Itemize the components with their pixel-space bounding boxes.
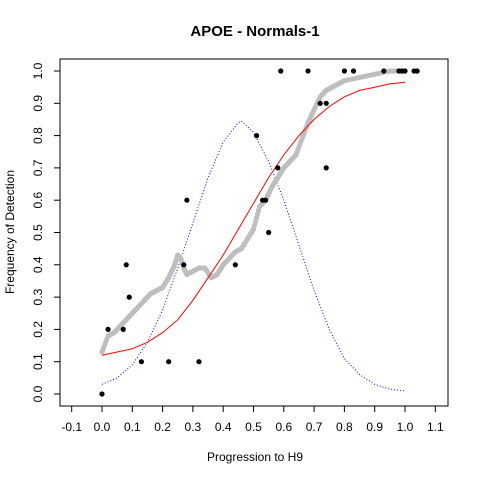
density-curve bbox=[101, 120, 406, 392]
data-point bbox=[414, 68, 420, 74]
data-point bbox=[253, 133, 260, 139]
y-tick-label: 1.0 bbox=[31, 62, 45, 79]
x-tick-label: -0.1 bbox=[61, 420, 82, 434]
data-point bbox=[166, 359, 172, 365]
y-axis-label: Frequency of Detection bbox=[3, 170, 17, 294]
data-point bbox=[305, 68, 311, 74]
smooth-points bbox=[99, 68, 408, 355]
data-point bbox=[275, 165, 281, 171]
data-point bbox=[263, 197, 269, 203]
data-point bbox=[184, 197, 190, 203]
plot-area bbox=[99, 68, 420, 397]
y-tick-label: 0.1 bbox=[31, 353, 45, 370]
data-point bbox=[138, 359, 144, 365]
data-point bbox=[278, 68, 284, 74]
x-tick-label: 0.3 bbox=[185, 420, 202, 434]
data-point bbox=[323, 100, 329, 106]
data-point bbox=[232, 262, 238, 268]
x-tick-label: 0.4 bbox=[215, 420, 232, 434]
y-tick-label: 0.9 bbox=[31, 95, 45, 112]
y-tick-label: 0.0 bbox=[31, 385, 45, 402]
x-tick-label: 1.0 bbox=[397, 420, 414, 434]
data-point bbox=[196, 359, 202, 365]
y-tick-label: 0.2 bbox=[31, 321, 45, 338]
x-tick-label: 0.8 bbox=[336, 420, 353, 434]
x-tick-label: 0.5 bbox=[245, 420, 262, 434]
x-tick-label: 1.1 bbox=[427, 420, 444, 434]
x-tick-label: 0.7 bbox=[306, 420, 323, 434]
data-point bbox=[126, 294, 132, 300]
y-axis: 0.0 0.1 0.2 0.3 0.4 0.5 0.6 0.7 0.8 0.9 1.0 bbox=[31, 62, 61, 402]
x-tick-label: 0.9 bbox=[366, 420, 383, 434]
data-point bbox=[341, 68, 347, 74]
data-point bbox=[317, 100, 323, 106]
y-tick-label: 0.3 bbox=[31, 288, 45, 305]
data-point bbox=[99, 391, 105, 397]
x-tick-label: 0.1 bbox=[124, 420, 141, 434]
y-tick-label: 0.7 bbox=[31, 159, 45, 176]
data-point bbox=[402, 68, 408, 74]
x-axis-label: Progression to H9 bbox=[207, 450, 303, 464]
data-point bbox=[381, 68, 387, 74]
data-point bbox=[266, 229, 272, 236]
chart-title: APOE - Normals-1 bbox=[190, 23, 319, 40]
data-point bbox=[120, 326, 126, 332]
observed-points bbox=[99, 68, 420, 397]
y-tick-label: 0.4 bbox=[31, 256, 45, 273]
data-point bbox=[105, 326, 111, 332]
data-point bbox=[123, 262, 129, 268]
data-point bbox=[323, 165, 329, 171]
x-tick-label: 0.0 bbox=[94, 420, 111, 434]
fit-curve bbox=[101, 81, 406, 356]
x-tick-label: 0.6 bbox=[275, 420, 292, 434]
y-tick-label: 0.6 bbox=[31, 192, 45, 209]
y-tick-label: 0.5 bbox=[31, 224, 45, 241]
data-point bbox=[181, 262, 187, 268]
x-axis: -0.1 0.0 0.1 0.2 0.3 0.4 0.5 0.6 0.7 0.8 0.9 1.0 1.1 bbox=[61, 405, 444, 434]
data-point bbox=[350, 68, 357, 74]
y-tick-label: 0.8 bbox=[31, 127, 45, 144]
x-tick-label: 0.2 bbox=[154, 420, 171, 434]
